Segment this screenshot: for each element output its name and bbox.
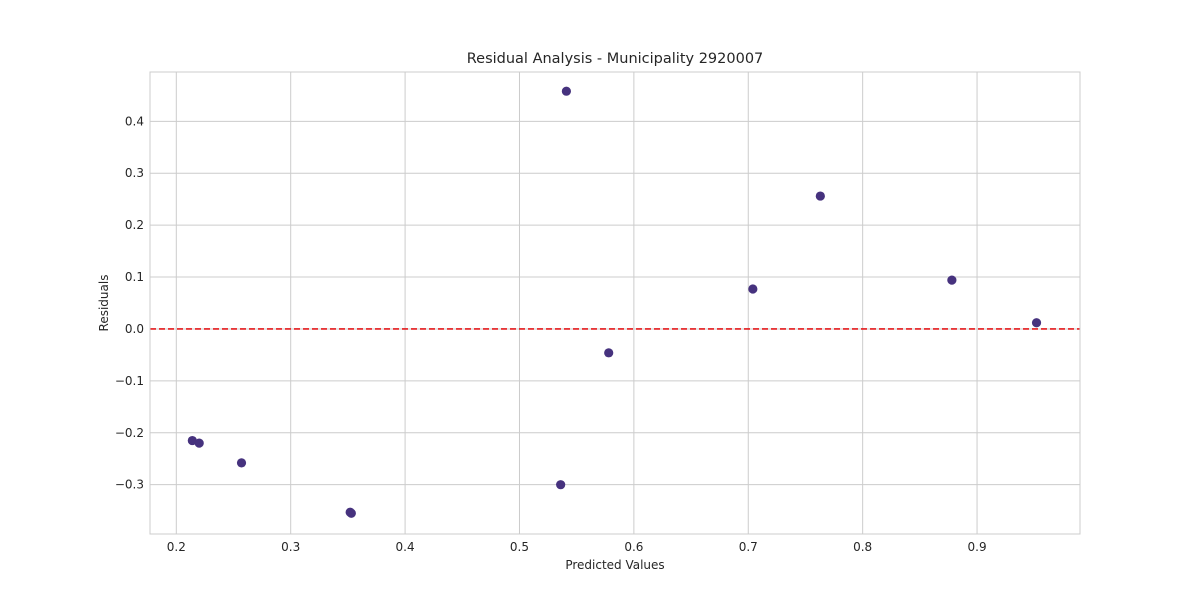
data-point: [236, 458, 247, 468]
data-point: [604, 348, 614, 358]
x-axis-label: Predicted Values: [565, 558, 664, 572]
y-tick-label: 0.4: [125, 114, 144, 128]
x-tick-label: 0.4: [396, 540, 415, 554]
data-point: [561, 86, 571, 96]
x-tick-label: 0.9: [968, 540, 987, 554]
x-tick-label: 0.2: [167, 540, 186, 554]
x-tick-label: 0.6: [624, 540, 643, 554]
y-axis-label: Residuals: [97, 275, 111, 332]
plot-frame: [149, 71, 1081, 535]
data-point: [346, 508, 356, 518]
data-point: [947, 275, 957, 285]
y-tick-label: −0.1: [115, 374, 144, 388]
data-point: [815, 191, 825, 201]
y-tick-label: 0.0: [125, 322, 144, 336]
data-points: [187, 86, 1042, 518]
data-point: [1031, 318, 1042, 328]
x-tick-label: 0.7: [739, 540, 758, 554]
y-tick-label: 0.3: [125, 166, 144, 180]
data-point: [748, 284, 758, 294]
x-tick-labels: 0.2 0.3 0.4 0.5 0.6 0.7 0.8 0.9: [167, 540, 987, 554]
y-tick-label: 0.1: [125, 270, 144, 284]
y-tick-label: 0.2: [125, 218, 144, 232]
data-point: [556, 480, 566, 490]
y-tick-label: −0.2: [115, 426, 144, 440]
x-tick-label: 0.5: [510, 540, 529, 554]
data-point: [194, 438, 204, 448]
x-tick-label: 0.8: [853, 540, 872, 554]
x-tick-label: 0.3: [281, 540, 300, 554]
y-tick-label: −0.3: [115, 478, 144, 492]
y-tick-labels: −0.3 −0.2 −0.1 0.0 0.1 0.2 0.3 0.4: [115, 114, 144, 491]
chart-title: Residual Analysis - Municipality 2920007: [467, 51, 764, 67]
